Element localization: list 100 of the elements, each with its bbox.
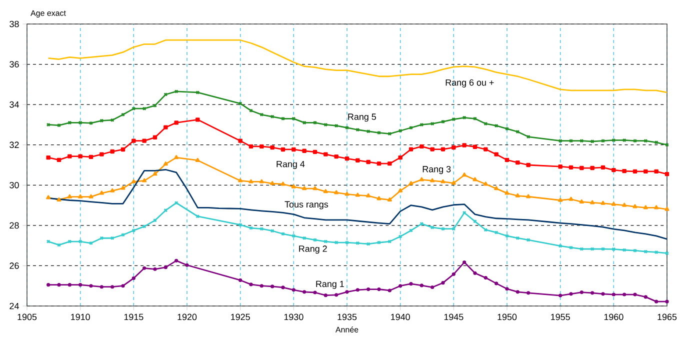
point [132, 138, 136, 143]
y-tick-label: 26 [10, 262, 19, 269]
point [462, 172, 467, 177]
point [419, 177, 424, 182]
point [526, 194, 531, 198]
point [484, 147, 488, 152]
point [334, 190, 339, 194]
point [270, 145, 274, 150]
point [355, 192, 360, 197]
point [78, 283, 82, 287]
series-label: Rang 5 [348, 114, 376, 122]
x-tick-label: 1930 [284, 314, 304, 320]
point [494, 186, 499, 190]
point [590, 291, 594, 295]
point [132, 276, 136, 280]
point [345, 290, 349, 294]
point [356, 158, 360, 162]
point [324, 152, 328, 156]
point [110, 188, 115, 192]
series-label: Rang 3 [422, 166, 451, 174]
point [280, 147, 286, 152]
point [356, 288, 360, 292]
point [174, 120, 178, 125]
point [238, 178, 243, 182]
point [174, 155, 179, 160]
point [323, 189, 328, 194]
point [504, 158, 510, 162]
point [366, 287, 370, 292]
point [600, 165, 606, 170]
point [291, 184, 296, 188]
point [260, 284, 264, 288]
point [398, 188, 403, 192]
point [270, 181, 275, 186]
x-tick-label: 1955 [551, 314, 570, 320]
point [78, 154, 82, 158]
point [312, 150, 318, 154]
point [516, 160, 520, 165]
point [612, 168, 616, 172]
x-tick-label: 1965 [658, 314, 677, 320]
point [280, 182, 286, 186]
point [494, 282, 498, 286]
point [292, 147, 296, 152]
point [248, 144, 254, 149]
series-label: Rang 6 ou + [446, 79, 494, 88]
x-tick-label: 1950 [498, 314, 517, 320]
point [376, 161, 382, 166]
point [68, 154, 72, 158]
point [622, 202, 627, 207]
point [388, 161, 392, 166]
point [142, 138, 146, 143]
x-tick-label: 1945 [444, 314, 464, 320]
y-tick-label: 36 [10, 61, 19, 68]
y-tick-label: 30 [10, 182, 19, 188]
series-label: Rang 4 [276, 160, 305, 170]
point [409, 282, 413, 286]
point [260, 144, 264, 149]
y-tick-label: 38 [10, 20, 19, 28]
series-label: Tous rangs [284, 201, 328, 210]
point [248, 179, 254, 184]
point [665, 300, 669, 304]
point [473, 271, 477, 275]
x-tick-label: 1960 [604, 314, 624, 320]
point [270, 284, 274, 288]
point [78, 194, 83, 198]
point [580, 166, 584, 170]
point [430, 147, 434, 152]
point [504, 190, 510, 195]
point [110, 149, 114, 154]
point [313, 290, 317, 294]
point [238, 278, 242, 282]
point [622, 292, 626, 296]
point [344, 192, 350, 196]
point [292, 288, 296, 292]
point [142, 178, 147, 182]
point [281, 286, 285, 290]
point [238, 138, 242, 143]
point [579, 199, 584, 204]
y-tick-label: 24 [10, 302, 19, 310]
point [377, 287, 381, 292]
point [654, 300, 658, 304]
point [558, 164, 562, 169]
point [462, 143, 466, 148]
point [99, 190, 104, 195]
point [398, 284, 402, 288]
point [526, 162, 530, 168]
point [100, 285, 104, 289]
point [408, 181, 414, 186]
point [654, 205, 659, 210]
point [388, 288, 392, 292]
point [420, 144, 424, 149]
point [526, 291, 530, 295]
point [441, 281, 445, 285]
point [110, 285, 114, 289]
point [57, 283, 61, 287]
point [632, 204, 638, 208]
point [430, 178, 435, 182]
point [68, 283, 72, 287]
point [420, 284, 424, 288]
point [601, 292, 605, 296]
point [56, 197, 62, 202]
